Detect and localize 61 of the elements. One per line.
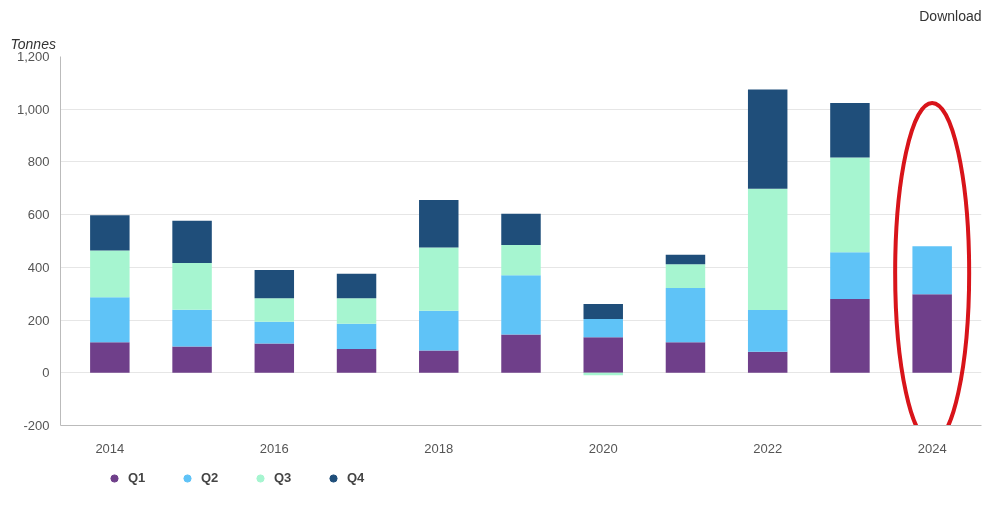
bar (501, 213, 541, 245)
bar (583, 303, 623, 320)
bar (90, 342, 130, 373)
legend-label: Q2 (201, 470, 220, 485)
bar (172, 346, 212, 373)
bar (501, 244, 541, 276)
bar (501, 275, 541, 335)
y-tick-label: 0 (42, 365, 50, 381)
bar (747, 188, 788, 311)
bar (665, 264, 706, 288)
bar (254, 321, 295, 344)
legend-label: Q3 (274, 470, 293, 485)
bar (172, 220, 212, 263)
bar (254, 269, 295, 299)
bar (830, 298, 870, 373)
x-tick-label: 2014 (95, 440, 125, 456)
text: Download (919, 7, 982, 24)
bar (90, 297, 130, 343)
y-axis-title: Tonnes (10, 35, 56, 52)
bar (419, 350, 459, 373)
bar (665, 287, 706, 343)
bar (419, 310, 459, 351)
bar (336, 349, 377, 373)
bar (583, 337, 623, 373)
bar (501, 334, 541, 373)
bar (830, 102, 870, 158)
bar (665, 254, 706, 265)
legend-label: Q1 (128, 470, 147, 485)
bar (419, 199, 459, 248)
bar (90, 215, 130, 251)
bar (912, 294, 952, 373)
bar (336, 273, 377, 299)
y-tick-label: 800 (27, 154, 50, 170)
x-tick-label: 2016 (259, 440, 289, 456)
bar (172, 262, 212, 310)
x-tick-label: 2020 (588, 440, 618, 456)
bar (336, 323, 377, 350)
y-tick-label: 200 (27, 312, 50, 328)
bar (665, 342, 706, 373)
bar (747, 89, 788, 189)
bar (336, 298, 377, 324)
legend-label: Q4 (347, 470, 366, 485)
bar (419, 247, 459, 311)
y-tick-label: -200 (23, 418, 50, 433)
bar (830, 157, 870, 253)
bar (912, 246, 952, 295)
bar (254, 343, 295, 373)
x-tick-label: 2022 (753, 440, 783, 456)
x-tick-label: 2024 (917, 440, 947, 456)
bar (747, 351, 788, 373)
y-tick-label: 400 (27, 259, 50, 275)
bar (583, 319, 623, 338)
x-tick-label: 2018 (424, 440, 454, 456)
y-tick-label: 1,000 (16, 101, 50, 117)
bar (254, 298, 295, 322)
bar (747, 310, 788, 352)
y-tick-label: 600 (27, 207, 50, 223)
bar (172, 309, 212, 347)
y-tick-label: 1,200 (16, 49, 50, 64)
bar (90, 250, 130, 298)
bar (830, 252, 870, 299)
